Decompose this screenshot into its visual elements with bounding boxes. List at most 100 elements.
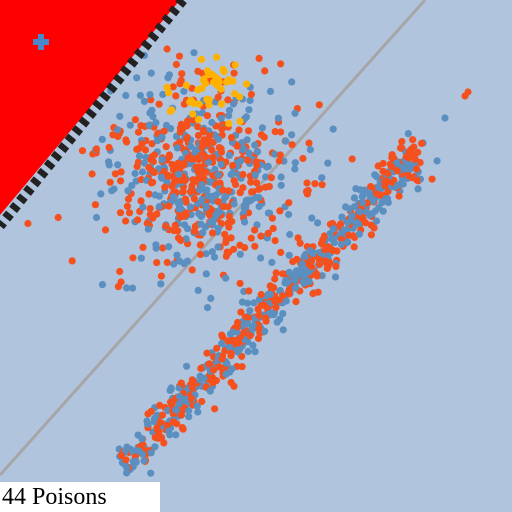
cloud-dot	[245, 149, 253, 157]
gold-dot	[187, 96, 195, 104]
cloud-dot	[128, 182, 136, 190]
cloud-dot	[133, 162, 141, 170]
stream-dot	[234, 318, 242, 327]
cloud-dot	[123, 284, 131, 292]
stream-dot	[388, 163, 396, 171]
cloud-dot	[291, 109, 299, 117]
cloud-dot	[153, 259, 161, 267]
cloud-dot	[204, 192, 213, 200]
cloud-dot	[268, 214, 276, 222]
stream-dot	[244, 347, 252, 356]
cloud-dot	[214, 171, 222, 179]
cloud-dot	[122, 91, 130, 100]
cloud-dot	[285, 210, 293, 219]
stream-dot	[410, 143, 418, 151]
cloud-dot	[111, 170, 119, 178]
stream-dot	[203, 349, 211, 357]
gold-dot	[163, 83, 171, 91]
cloud-dot	[203, 112, 211, 120]
stream-dot	[246, 307, 254, 315]
cloud-dot	[148, 140, 156, 148]
cloud-dot	[155, 203, 163, 211]
stream-dot	[123, 443, 131, 451]
cloud-dot	[116, 267, 124, 276]
poison-label: Poisons	[32, 484, 107, 510]
cloud-dot	[183, 117, 192, 125]
cloud-dot	[251, 226, 259, 234]
cloud-dot	[178, 70, 186, 78]
stream-dot	[198, 397, 206, 406]
cloud-dot	[176, 176, 184, 185]
stream-dot	[367, 183, 375, 191]
cloud-dot	[92, 213, 101, 222]
cloud-dot	[190, 227, 198, 235]
cloud-dot	[264, 209, 272, 217]
cloud-dot	[252, 194, 260, 202]
cloud-dot	[183, 135, 191, 143]
cloud-dot	[114, 126, 122, 134]
stream-dot	[257, 290, 265, 299]
cloud-dot	[299, 154, 307, 163]
stream-dot	[405, 154, 413, 162]
cloud-dot	[116, 112, 124, 120]
stream-dot	[266, 290, 274, 298]
gold-dot	[198, 84, 206, 92]
cloud-dot	[315, 101, 323, 109]
cloud-dot	[116, 209, 125, 217]
cloud-dot	[186, 188, 195, 196]
cloud-dot	[271, 237, 279, 245]
cloud-dot	[276, 151, 284, 159]
cloud-dot	[306, 146, 314, 154]
stream-dot	[395, 192, 403, 200]
stream-dot	[353, 219, 361, 227]
stream-dot	[158, 411, 167, 419]
stream-dot	[414, 148, 422, 156]
stream-dot	[250, 299, 258, 307]
cloud-dot	[251, 242, 259, 250]
cloud-dot	[189, 176, 197, 184]
cloud-dot	[318, 181, 326, 189]
cloud-dot	[126, 121, 134, 129]
cloud-dot	[227, 134, 236, 142]
stream-dot	[271, 275, 279, 283]
cloud-dot	[198, 143, 206, 151]
stream-dot	[175, 392, 184, 400]
cloud-dot	[239, 184, 247, 192]
stream-dot	[301, 270, 309, 278]
stream-dot	[367, 221, 375, 229]
gold-dot	[208, 70, 216, 79]
cloud-dot	[172, 60, 180, 69]
stream-dot	[138, 435, 146, 443]
cloud-dot	[207, 294, 215, 302]
cloud-dot	[236, 279, 244, 287]
cloud-dot	[267, 174, 275, 182]
stream-dot	[332, 262, 340, 271]
stream-dot	[206, 387, 214, 395]
cloud-dot	[129, 284, 137, 292]
cloud-dot	[169, 193, 177, 201]
cloud-dot	[252, 179, 261, 187]
stream-dot	[312, 270, 321, 278]
cloud-dot	[247, 178, 255, 186]
stream-dot	[433, 157, 441, 165]
cross-icon[interactable]	[33, 34, 49, 50]
cloud-dot	[123, 138, 131, 146]
cloud-dot	[78, 147, 87, 155]
cloud-dot	[117, 177, 125, 185]
stream-dot	[147, 407, 155, 416]
stream-dot	[409, 136, 417, 144]
cloud-dot	[147, 156, 155, 164]
cloud-dot	[162, 143, 170, 151]
cloud-dot	[246, 96, 254, 104]
cloud-dot	[152, 244, 160, 252]
stream-dot	[300, 252, 309, 260]
cloud-dot	[194, 67, 202, 75]
stream-dot	[238, 363, 246, 371]
cloud-dot	[240, 205, 248, 213]
stream-dot	[348, 212, 356, 220]
cloud-dot	[131, 169, 139, 178]
stream-dot	[223, 359, 231, 368]
cloud-dot	[161, 183, 169, 191]
